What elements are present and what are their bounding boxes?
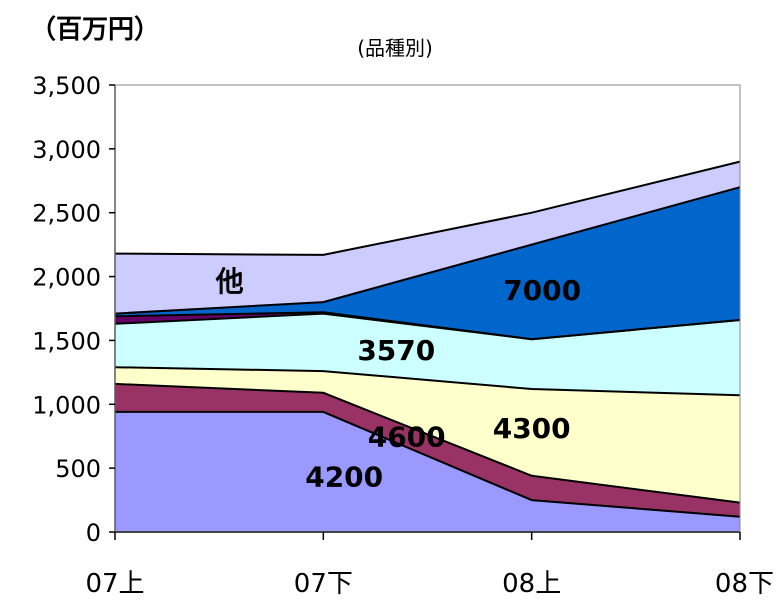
x-tick-label: 08上 <box>502 569 561 599</box>
series-label: 4600 <box>368 421 446 454</box>
area-7000 <box>115 187 740 340</box>
area-top-line <box>114 382 741 504</box>
y-tick-label: 2,000 <box>32 264 101 292</box>
y-tick-label: 2,500 <box>32 200 101 228</box>
series-label: 他 <box>215 265 244 298</box>
plot-area-frame <box>114 84 741 533</box>
area-top-line <box>114 366 741 397</box>
chart-subtitle: (品種別) <box>357 36 433 60</box>
series-label: 7000 <box>503 274 581 307</box>
area-top-line <box>114 186 741 315</box>
area-top-line <box>115 410 741 518</box>
x-tick-label: 08下 <box>715 569 774 599</box>
area-4300 <box>115 367 740 503</box>
series-label: 4200 <box>305 460 383 493</box>
series-label: 3570 <box>357 334 435 367</box>
series-areas <box>115 161 740 532</box>
y-axis-unit-label: （百万円） <box>30 15 160 45</box>
area-3570 <box>115 313 740 396</box>
series-labels: 4200 4600 4300 3570 7000 他 <box>215 265 581 494</box>
area-top-line <box>114 311 741 341</box>
y-tick-label: 1,500 <box>32 327 101 355</box>
y-tick-label: 500 <box>55 455 101 483</box>
y-axis: 0 500 1,000 1,500 2,000 2,500 3,000 3,500 <box>32 72 115 547</box>
y-tick-label: 3,000 <box>32 136 101 164</box>
y-tick-label: 1,000 <box>32 391 101 419</box>
x-axis: 07上 07下 08上 08下 <box>85 532 774 599</box>
area-top-line <box>114 160 741 256</box>
y-tick-label: 3,500 <box>32 72 101 100</box>
series-label: 4300 <box>493 412 571 445</box>
y-tick-label: 0 <box>86 519 101 547</box>
x-tick-label: 07下 <box>294 569 353 599</box>
x-tick-label: 07上 <box>85 569 144 599</box>
area-4200 <box>115 411 740 532</box>
area-他 <box>115 161 740 314</box>
